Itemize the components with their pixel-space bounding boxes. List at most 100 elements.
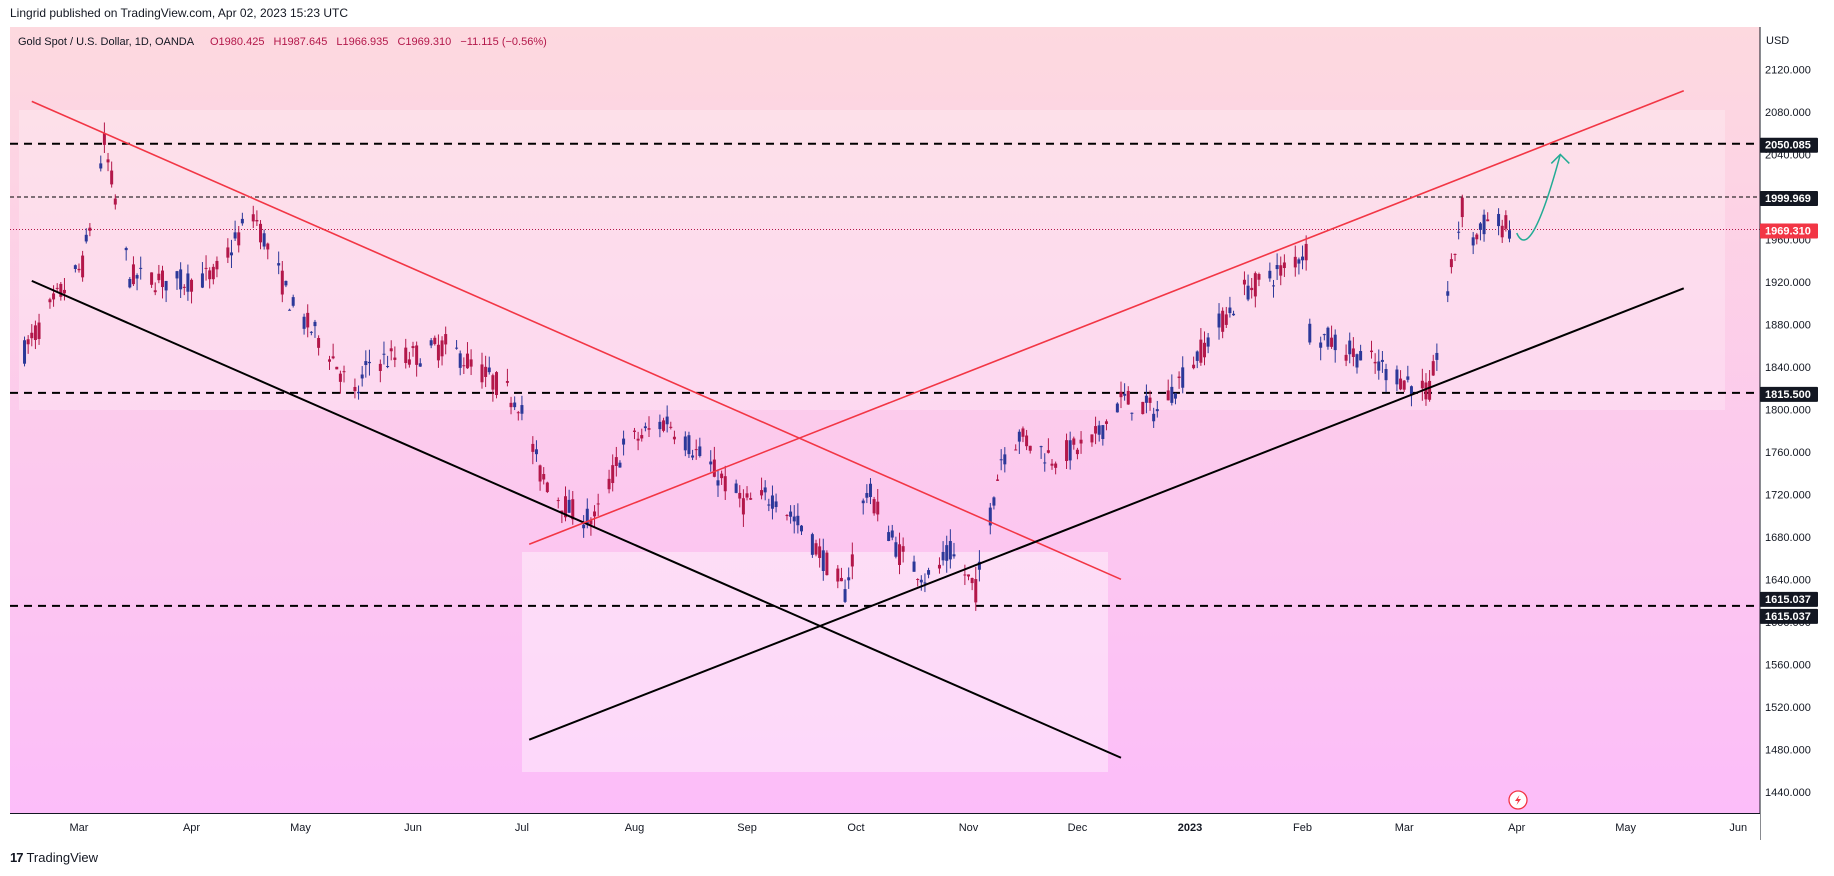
candle-body — [382, 353, 386, 355]
candle-body — [923, 582, 927, 584]
candle-body — [970, 578, 974, 584]
channel-box-upper — [19, 110, 1725, 410]
time-tick-label: Jun — [1729, 822, 1747, 834]
candle-body — [280, 270, 284, 295]
plot-background — [10, 27, 1760, 813]
candle-body — [516, 412, 520, 414]
candle-body — [1155, 409, 1159, 412]
candle-body — [48, 299, 52, 303]
candle-body — [364, 361, 368, 366]
candle-body — [491, 375, 495, 390]
candle-body — [1126, 390, 1130, 405]
candle-body — [647, 428, 651, 430]
candle-body — [153, 290, 157, 293]
candle-body — [444, 334, 448, 345]
candle-body — [440, 340, 444, 357]
candle-body — [1457, 231, 1461, 233]
time-tick-label: May — [1615, 822, 1636, 834]
trendlines-layer — [31, 89, 1685, 759]
candle-body — [1257, 274, 1261, 280]
footer-brand[interactable]: 17 TradingView — [10, 850, 98, 865]
candle-body — [469, 359, 473, 367]
time-tick-label: Mar — [70, 822, 89, 834]
time-tick-label: Apr — [1508, 822, 1525, 834]
candle-body — [1420, 380, 1424, 389]
candle-body — [1275, 265, 1279, 270]
candle-body — [179, 269, 183, 290]
candle-body — [284, 280, 288, 286]
candle-body — [821, 550, 825, 571]
candles-layer — [23, 122, 1511, 611]
candle-body — [302, 316, 306, 329]
legend-change: −11.115 (−0.56%) — [460, 36, 546, 48]
time-tick-label: Nov — [959, 822, 979, 834]
candle-body — [720, 473, 724, 479]
candle-body — [582, 524, 586, 529]
price-tag — [1760, 386, 1818, 402]
candle-body — [1500, 225, 1504, 238]
candle-body — [455, 347, 459, 349]
lightning-icon[interactable] — [1508, 790, 1528, 810]
candle-body — [876, 501, 880, 515]
candle-body — [799, 525, 803, 532]
legend-open: O1980.425 — [210, 36, 264, 48]
candle-body — [1021, 428, 1025, 437]
candle-body — [1297, 259, 1301, 264]
candle-body — [1250, 287, 1254, 291]
candle-body — [88, 227, 92, 231]
candle-body — [836, 568, 840, 582]
candle-body — [850, 554, 854, 567]
legend-high: H1987.645 — [274, 36, 328, 48]
candle-body — [1170, 386, 1174, 403]
candle-body — [1072, 438, 1076, 445]
tradingview-logo-icon: 17 — [10, 850, 24, 865]
candle-body — [1486, 219, 1490, 222]
symbol-name: Gold Spot / U.S. Dollar, 1D, OANDA — [18, 36, 195, 48]
candle-body — [967, 574, 971, 577]
candle-body — [480, 364, 484, 383]
candle-body — [215, 260, 219, 270]
candle-body — [665, 416, 669, 425]
price-tag — [1760, 137, 1818, 153]
candle-body — [465, 353, 469, 369]
candle-body — [611, 465, 615, 484]
candle-body — [861, 500, 865, 504]
candle-body — [1039, 446, 1043, 448]
candle-body — [618, 462, 622, 468]
candle-body — [1330, 337, 1334, 347]
candle-body — [716, 480, 720, 486]
candle-body — [1482, 214, 1486, 235]
price-tick-label: 1440.000 — [1765, 787, 1811, 799]
price-tick-label: 1480.000 — [1765, 744, 1811, 756]
publish-info: Lingrid published on TradingView.com, Ap… — [10, 6, 348, 20]
candle-body — [1453, 253, 1457, 255]
candle-body — [988, 507, 992, 526]
candle-body — [792, 516, 796, 522]
candle-body — [190, 279, 194, 292]
candle-body — [872, 499, 876, 514]
candle-body — [596, 503, 600, 505]
time-tick-label: Feb — [1293, 822, 1312, 834]
candle-body — [1431, 361, 1435, 376]
candle-body — [1181, 367, 1185, 388]
candle-body — [1344, 354, 1348, 361]
time-tick-label: Apr — [183, 822, 200, 834]
price-tag — [1760, 608, 1818, 624]
price-tag-label: 1615.037 — [1765, 594, 1811, 606]
candle-body — [211, 266, 215, 280]
candle-body — [259, 223, 263, 243]
candle-body — [204, 267, 208, 269]
candle-body — [1065, 440, 1069, 461]
candle-body — [1130, 412, 1134, 414]
price-tick-label: 1680.000 — [1765, 532, 1811, 544]
time-axis-ticks: Mar Apr May Jun Jul Aug Sep Oct Nov Dec 2023 Feb Mar… — [70, 822, 1748, 834]
candle-body — [1203, 342, 1207, 358]
time-tick-label: Oct — [847, 822, 864, 834]
candle-body — [839, 577, 843, 582]
time-tick-label: May — [290, 822, 311, 834]
candle-body — [84, 234, 88, 242]
candle-body — [1446, 291, 1450, 296]
candle-body — [593, 511, 597, 517]
candle-body — [1050, 463, 1054, 466]
